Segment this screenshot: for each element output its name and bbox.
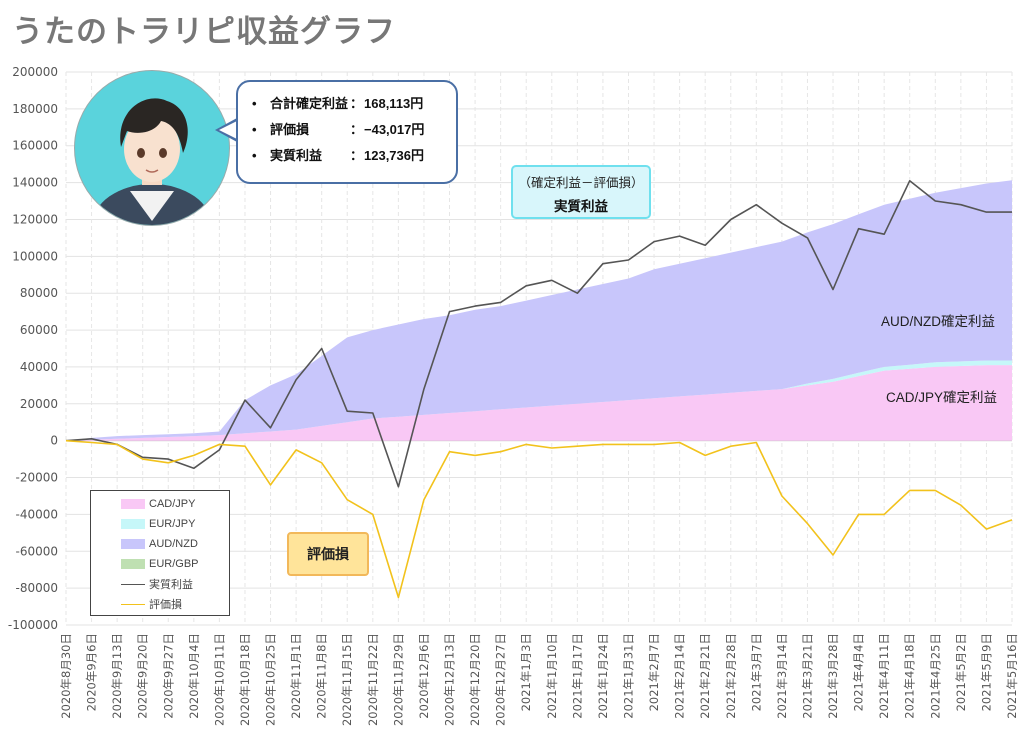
real-profit-title: 実質利益 [554, 199, 608, 214]
y-tick-label: 160000 [12, 139, 58, 153]
x-tick-label: 2020年12月6日 [417, 633, 431, 719]
x-tick-label: 2020年12月20日 [468, 633, 482, 726]
area-aud-nzd [66, 180, 1012, 441]
summary-item-total: • 合計確定利益 ：168,113円 [252, 96, 424, 111]
x-axis: 2020年8月30日 2020年9月6日 2020年9月13日 2020年9月20日 2… [59, 633, 1019, 726]
legend-swatch-eur-jpy [121, 519, 145, 529]
real-profit-callout: （確定利益－評価損） 実質利益 [511, 165, 651, 219]
legend-item-eval: 評価損 [91, 594, 229, 614]
legend-line-real [121, 583, 145, 585]
chart-title: うたのトラリピ収益グラフ [12, 14, 396, 50]
x-tick-label: 2021年4月25日 [928, 633, 942, 719]
x-tick-label: 2020年8月30日 [59, 633, 73, 719]
x-tick-label: 2021年3月14日 [775, 633, 789, 719]
real-profit-formula: （確定利益－評価損） [518, 176, 644, 190]
x-tick-label: 2020年11月29日 [391, 633, 405, 726]
y-tick-label: -80000 [15, 581, 58, 595]
y-tick-label: -20000 [15, 471, 58, 485]
legend-line-eval [121, 603, 145, 605]
y-tick-label: 80000 [20, 286, 58, 300]
x-tick-label: 2021年1月24日 [596, 633, 610, 719]
x-tick-label: 2020年9月6日 [85, 633, 99, 711]
y-tick-label: 0 [50, 434, 58, 448]
x-tick-label: 2021年2月7日 [647, 633, 661, 711]
legend-item-eur-gbp: EUR/GBP [91, 554, 229, 574]
legend: CAD/JPY EUR/JPY AUD/NZD EUR/GBP 実質利益 評価損 [90, 490, 230, 616]
y-tick-label: 60000 [20, 323, 58, 337]
x-tick-label: 2020年11月8日 [315, 633, 329, 719]
x-tick-label: 2020年10月11日 [212, 633, 226, 726]
x-tick-label: 2021年5月2日 [954, 633, 968, 711]
x-tick-label: 2021年4月4日 [852, 633, 866, 711]
y-tick-label: 100000 [12, 249, 58, 263]
real-profit-line [65, 180, 1012, 488]
legend-item-cad: CAD/JPY [91, 494, 229, 514]
x-tick-label: 2021年2月28日 [724, 633, 738, 719]
x-tick-label: 2020年10月25日 [264, 633, 278, 726]
summary-item-eval: • 評価損 ：−43,017円 [252, 122, 425, 137]
area-cad-jpy [66, 365, 1012, 441]
legend-item-aud: AUD/NZD [91, 534, 229, 554]
legend-swatch-cad [121, 499, 145, 509]
x-tick-label: 2021年3月7日 [749, 633, 763, 711]
y-tick-label: -100000 [8, 618, 58, 632]
legend-item-real: 実質利益 [91, 574, 229, 594]
eval-loss-line [65, 439, 1013, 599]
x-tick-label: 2021年1月17日 [570, 633, 584, 719]
x-tick-label: 2020年11月22日 [366, 633, 380, 726]
x-tick-label: 2020年12月13日 [443, 633, 457, 726]
x-tick-label: 2020年11月1日 [289, 633, 303, 719]
x-tick-label: 2020年10月18日 [238, 633, 252, 726]
avatar [74, 70, 230, 226]
legend-swatch-aud [121, 539, 145, 549]
x-tick-label: 2021年1月31日 [621, 633, 635, 719]
x-tick-label: 2020年9月27日 [161, 633, 175, 719]
x-tick-label: 2021年1月10日 [545, 633, 559, 719]
x-tick-label: 2020年12月27日 [494, 633, 508, 726]
y-tick-label: 200000 [12, 65, 58, 79]
x-tick-label: 2021年4月11日 [877, 633, 891, 719]
y-axis: 2000001800001600001400001200001000008000… [8, 65, 58, 632]
y-tick-label: 20000 [20, 397, 58, 411]
stacked-areas [66, 180, 1012, 441]
legend-swatch-eur-gbp [121, 559, 145, 569]
x-tick-label: 2021年5月16日 [1005, 633, 1019, 719]
y-tick-label: -40000 [15, 507, 58, 521]
eval-loss-callout: 評価損 [287, 532, 369, 576]
x-tick-label: 2021年1月3日 [519, 633, 533, 711]
aud-area-label: AUD/NZD確定利益 [881, 314, 995, 329]
y-tick-label: 40000 [20, 360, 58, 374]
y-tick-label: -60000 [15, 544, 58, 558]
summary-bubble: • 合計確定利益 ：168,113円 • 評価損 ：−43,017円 • 実質利益 ：123… [236, 80, 458, 184]
x-tick-label: 2021年2月14日 [673, 633, 687, 719]
x-tick-label: 2020年9月13日 [110, 633, 124, 719]
x-tick-label: 2021年2月21日 [698, 633, 712, 719]
x-tick-label: 2020年10月4日 [187, 633, 201, 719]
line-series [65, 180, 1013, 599]
x-tick-label: 2020年11月15日 [340, 633, 354, 726]
y-tick-label: 120000 [12, 212, 58, 226]
legend-item-eur-jpy: EUR/JPY [91, 514, 229, 534]
x-tick-label: 2020年9月20日 [136, 633, 150, 719]
x-tick-label: 2021年3月28日 [826, 633, 840, 719]
summary-list: • 合計確定利益 ：168,113円 • 評価損 ：−43,017円 • 実質利益 ：123… [238, 82, 456, 169]
y-tick-label: 140000 [12, 176, 58, 190]
summary-item-real: • 実質利益 ：123,736円 [252, 148, 424, 163]
x-tick-label: 2021年5月9日 [979, 633, 993, 711]
cad-area-label: CAD/JPY確定利益 [886, 390, 998, 405]
x-tick-label: 2021年3月21日 [800, 633, 814, 719]
x-tick-label: 2021年4月18日 [903, 633, 917, 719]
y-tick-label: 180000 [12, 102, 58, 116]
